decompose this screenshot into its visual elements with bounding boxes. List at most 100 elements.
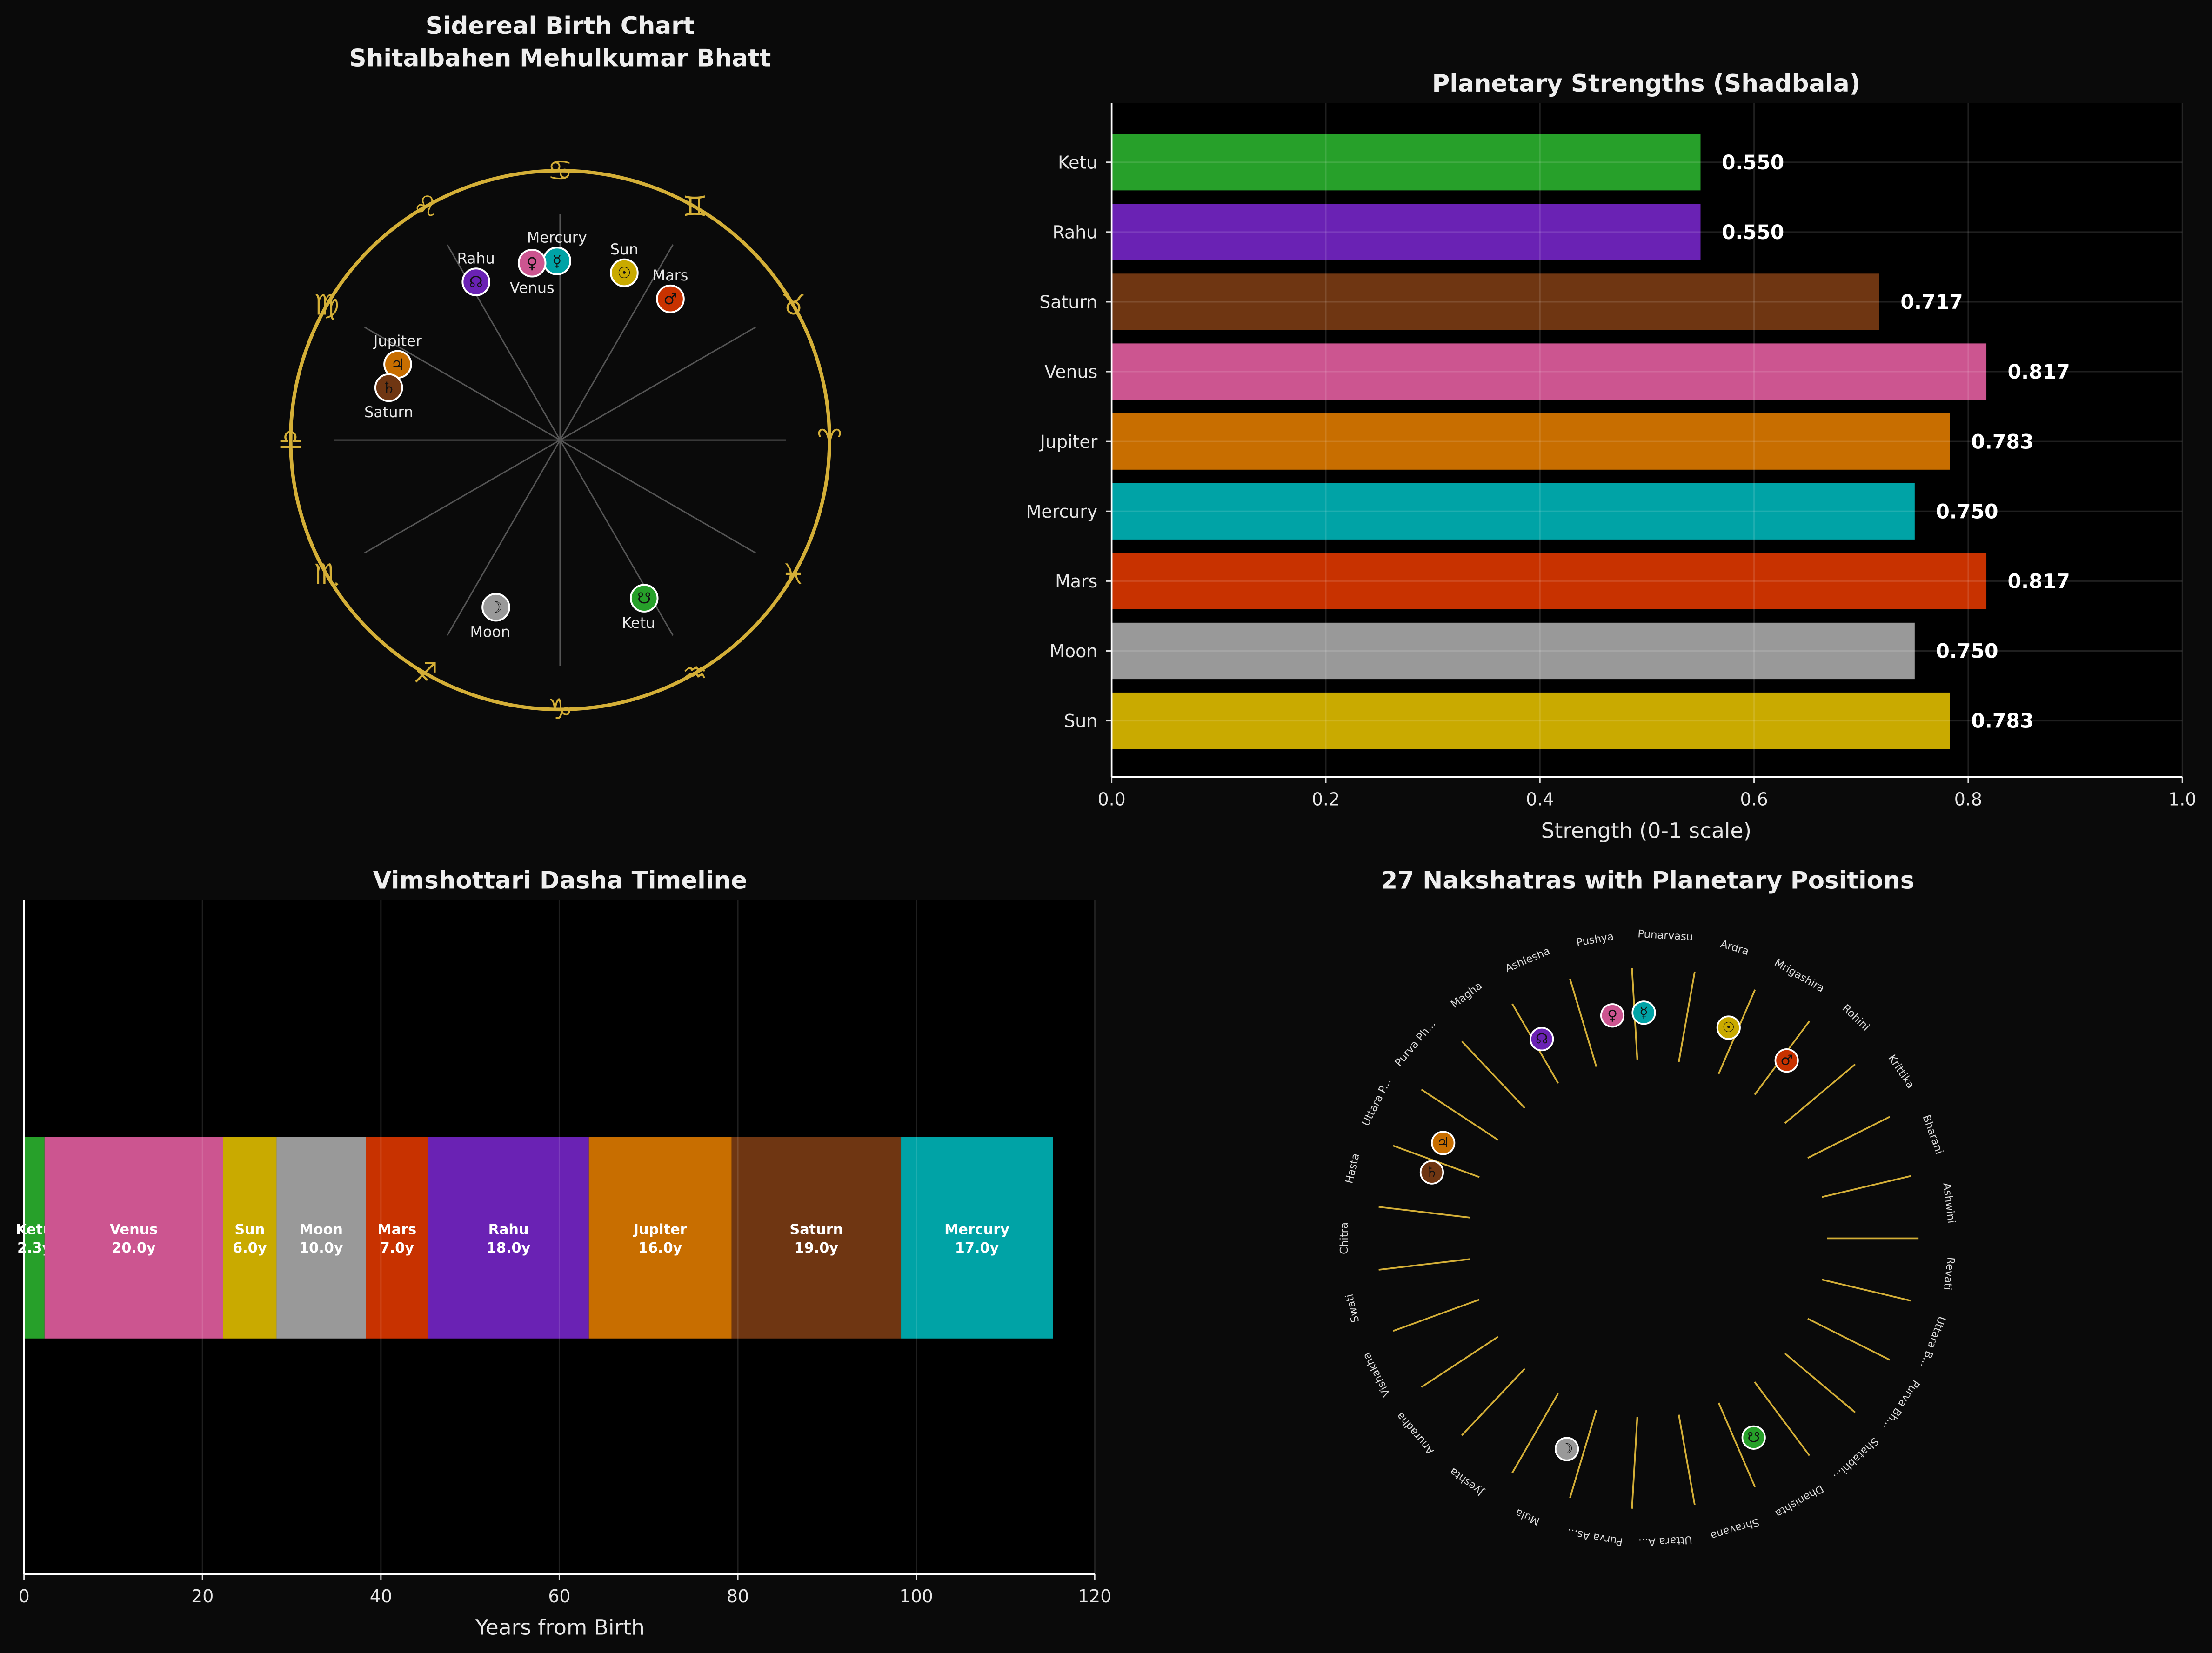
dasha-years-label: 6.0y	[233, 1240, 267, 1256]
nakshatra-boundary-line	[1393, 1299, 1480, 1332]
planet-mars-icon: ♂	[1780, 1053, 1793, 1069]
x-tick-label: 0.0	[1097, 789, 1125, 810]
planet-label: Mars	[653, 267, 688, 284]
y-tick-label: Jupiter	[1039, 432, 1098, 452]
nakshatra-planet-marker-ketu	[1741, 1425, 1766, 1450]
strength-value-label: 0.550	[1722, 152, 1784, 174]
planet-mercury-icon: ☿	[1639, 1005, 1648, 1021]
zodiac-sign-icon: ♋	[548, 154, 573, 187]
dasha-planet-label: Sun	[234, 1221, 265, 1238]
planet-jupiter-icon: ♃	[1437, 1135, 1450, 1151]
x-tick-label: 0	[19, 1586, 30, 1606]
planet-sun-icon: ☉	[1722, 1020, 1735, 1036]
nakshatra-planet-marker-venus	[1600, 1003, 1625, 1028]
nakshatra-planet-marker-mars	[1774, 1048, 1799, 1073]
nakshatra-boundary-line	[1378, 1206, 1470, 1219]
y-tick-label: Ketu	[1058, 152, 1097, 173]
dasha-years-label: 17.0y	[955, 1240, 999, 1256]
zodiac-sign-icon: ♉	[781, 289, 806, 322]
nakshatra-boundary-line	[1784, 1063, 1856, 1124]
planet-label: Venus	[510, 279, 555, 296]
planet-moon-icon: ☽	[1560, 1441, 1573, 1457]
planet-rahu-icon: ☊	[1536, 1031, 1548, 1047]
house-line	[364, 327, 561, 441]
planet-label: Jupiter	[373, 332, 422, 350]
x-tick-label: 20	[191, 1586, 214, 1606]
nakshatra-boundary-line	[1511, 1393, 1559, 1473]
planet-marker-saturn	[374, 373, 403, 402]
nakshatra-planet-marker-moon	[1554, 1437, 1579, 1461]
planet-rahu-icon: ☊	[469, 273, 483, 291]
dasha-x-axis-label: Years from Birth	[475, 1615, 645, 1640]
dasha-planet-label: Jupiter	[633, 1221, 687, 1238]
house-line	[560, 439, 756, 554]
dasha-planet-label: Saturn	[789, 1221, 843, 1238]
birth-chart-title-line1: Sidereal Birth Chart	[426, 12, 695, 40]
zodiac-sign-icon: ♍	[314, 289, 339, 322]
x-tick-label: 40	[370, 1586, 392, 1606]
x-tick-label: 120	[1078, 1586, 1111, 1606]
nakshatra-boundary-line	[1421, 1089, 1499, 1141]
nakshatra-boundary-line	[1421, 1336, 1499, 1388]
birth-chart-title-line2: Shitalbahen Mehulkumar Bhatt	[349, 45, 771, 73]
y-tick-label: Moon	[1049, 641, 1097, 661]
strength-value-label: 0.550	[1722, 221, 1784, 244]
planet-jupiter-icon: ♃	[391, 355, 405, 373]
house-line	[560, 327, 756, 441]
planet-marker-rahu	[461, 267, 490, 296]
strength-bar-saturn	[1111, 273, 1879, 330]
strength-value-label: 0.783	[1971, 431, 2033, 453]
x-tick-label: 0.6	[1740, 789, 1768, 810]
x-tick-label: 100	[899, 1586, 933, 1606]
planet-moon-icon: ☽	[489, 598, 503, 616]
y-tick-label: Mercury	[1026, 501, 1098, 522]
dasha-planet-label: Moon	[300, 1221, 343, 1238]
planet-saturn-icon: ♄	[1425, 1164, 1438, 1180]
dasha-segment-venus	[44, 1137, 223, 1339]
planet-sun-icon: ☉	[617, 264, 631, 282]
planet-mercury-icon: ☿	[552, 252, 561, 270]
dasha-planet-label: Mars	[378, 1221, 417, 1238]
x-tick-label: 80	[727, 1586, 749, 1606]
zodiac-sign-icon: ♑	[548, 693, 573, 726]
nakshatra-planet-marker-jupiter	[1431, 1131, 1456, 1155]
x-tick-label: 60	[548, 1586, 570, 1606]
zodiac-sign-icon: ♓	[781, 559, 806, 591]
birth-chart-panel: Sidereal Birth Chart Shitalbahen Mehulku…	[278, 12, 842, 726]
dasha-timeline-panel: Vimshottari Dasha Timeline Years from Bi…	[16, 866, 1112, 1640]
nakshatra-boundary-line	[1461, 1040, 1525, 1109]
nakshatra-boundary-line	[1678, 1414, 1696, 1506]
nakshatra-boundary-line	[1807, 1116, 1891, 1159]
zodiac-sign-icon: ♎	[278, 424, 303, 456]
strength-bar-jupiter	[1111, 413, 1950, 470]
planet-label: Mercury	[527, 229, 587, 247]
nakshatra-boundary-line	[1378, 1258, 1470, 1271]
zodiac-sign-icon: ♐	[413, 657, 438, 690]
x-tick-label: 0.2	[1312, 789, 1340, 810]
dasha-segment-mars	[366, 1137, 428, 1339]
planet-marker-moon	[481, 593, 510, 622]
planet-label: Saturn	[364, 403, 413, 421]
zodiac-sign-icon: ♒	[682, 657, 707, 690]
strength-bar-ketu	[1111, 134, 1701, 191]
planet-label: Rahu	[457, 250, 495, 267]
strength-value-label: 0.750	[1936, 500, 1998, 523]
zodiac-sign-icon: ♈	[817, 424, 842, 456]
nakshatra-boundary-line	[1569, 979, 1597, 1067]
planet-mars-icon: ♂	[663, 290, 677, 308]
dasha-years-label: 18.0y	[487, 1240, 531, 1256]
dasha-segment-saturn	[731, 1137, 902, 1339]
strength-x-axis-label: Strength (0-1 scale)	[1541, 818, 1752, 843]
dasha-segment-moon	[276, 1137, 366, 1339]
y-tick-label: Mars	[1055, 571, 1097, 592]
strength-bar-moon	[1111, 622, 1915, 680]
zodiac-circle	[288, 169, 831, 712]
planet-label: Moon	[470, 623, 511, 640]
nakshatra-planet-marker-sun	[1716, 1015, 1741, 1040]
nakshatra-label: Chitra	[1338, 1222, 1350, 1254]
dasha-segment-jupiter	[588, 1137, 732, 1339]
dasha-segment-mercury	[901, 1137, 1053, 1339]
nakshatra-planet-marker-mercury	[1631, 1000, 1656, 1025]
y-tick-label: Venus	[1044, 362, 1097, 382]
